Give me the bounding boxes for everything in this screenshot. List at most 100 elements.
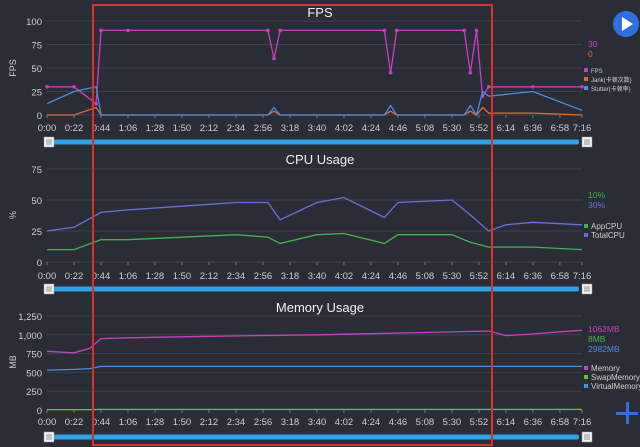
x-tick-label: 5:30 <box>443 417 462 428</box>
x-tick-label: 5:08 <box>416 271 435 282</box>
x-tick-label: 1:06 <box>119 417 138 428</box>
x-tick-label: 3:18 <box>281 271 300 282</box>
x-tick-label: 6:36 <box>524 123 543 134</box>
legend-swatch <box>584 86 588 90</box>
x-tick-label: 3:40 <box>308 123 327 134</box>
series-line <box>46 196 583 232</box>
y-tick-label: 750 <box>26 350 42 361</box>
fps-chart: FPS FPS 0 25 50 75 100 0:00 0:22 0:44 1:06 1:28 1:50… <box>8 5 632 148</box>
y-tick-label: 0 <box>37 111 42 122</box>
data-point <box>462 28 467 33</box>
y-axis-label: % <box>8 211 18 219</box>
legend-entry: FPS <box>591 69 603 75</box>
current-value: 30% <box>588 200 605 210</box>
x-tick-label: 6:14 <box>497 417 516 428</box>
x-tick-label: 1:06 <box>119 271 138 282</box>
data-point <box>266 28 270 33</box>
legend-swatch <box>584 77 588 81</box>
data-point <box>278 28 282 33</box>
play-button[interactable] <box>613 11 639 37</box>
x-tick-label: 5:52 <box>470 123 489 134</box>
x-tick-label: 7:16 <box>573 271 592 282</box>
legend-entry: TotalCPU <box>591 231 625 240</box>
x-tick-label: 2:56 <box>254 123 273 134</box>
y-tick-label: 0 <box>37 406 42 417</box>
time-range-scrollbar[interactable] <box>51 139 579 145</box>
y-tick-label: 50 <box>31 196 42 207</box>
x-tick-label: 4:24 <box>362 417 381 428</box>
mem-chart: Memory Usage MB 0 250 500 750 1,000 1,250 0:00 0:… <box>8 300 640 443</box>
legend-swatch <box>584 224 588 228</box>
data-point <box>580 85 584 89</box>
x-tick-label: 6:36 <box>524 417 543 428</box>
y-tick-label: 25 <box>31 88 42 99</box>
x-tick-label: 3:18 <box>281 123 300 134</box>
x-tick-label: 2:12 <box>200 417 219 428</box>
data-point <box>99 28 103 33</box>
chart-title: Memory Usage <box>276 300 364 315</box>
legend-entry: AppCPU <box>591 222 622 231</box>
x-tick-label: 5:30 <box>443 271 462 282</box>
y-axis-label: MB <box>8 355 18 369</box>
chart-title: FPS <box>307 5 333 20</box>
data-point <box>531 85 535 89</box>
x-tick-label: 1:28 <box>146 417 165 428</box>
legend-swatch <box>584 366 588 370</box>
x-tick-label: 2:34 <box>227 123 246 134</box>
x-tick-label: 1:50 <box>173 271 192 282</box>
x-tick-label: 6:58 <box>551 123 570 134</box>
series-line <box>47 232 583 251</box>
legend-entry: Memory <box>591 364 620 373</box>
data-point <box>468 70 473 75</box>
y-tick-label: 100 <box>26 17 42 28</box>
x-tick-label: 2:56 <box>254 417 273 428</box>
x-tick-label: 6:14 <box>497 271 516 282</box>
y-tick-label: 250 <box>26 387 42 398</box>
time-range-scrollbar[interactable] <box>51 286 579 292</box>
x-tick-label: 5:52 <box>470 271 489 282</box>
x-tick-label: 0:00 <box>38 417 57 428</box>
x-tick-label: 6:58 <box>551 271 570 282</box>
time-range-scrollbar[interactable] <box>51 434 579 440</box>
x-tick-label: 4:02 <box>335 417 354 428</box>
current-value: 30 <box>588 39 598 49</box>
x-tick-label: 3:40 <box>308 417 327 428</box>
series-line <box>47 29 582 105</box>
current-value: 0 <box>588 49 593 59</box>
x-tick-label: 7:16 <box>573 417 592 428</box>
series-line <box>46 329 583 354</box>
x-tick-label: 4:46 <box>389 417 408 428</box>
add-button[interactable] <box>614 400 640 426</box>
series-line <box>46 86 583 117</box>
x-tick-label: 1:50 <box>173 123 192 134</box>
y-tick-label: 25 <box>31 227 42 238</box>
x-tick-label: 3:18 <box>281 417 300 428</box>
current-value: 10% <box>588 190 605 200</box>
x-tick-label: 0:22 <box>65 271 84 282</box>
x-tick-label: 2:12 <box>200 123 219 134</box>
x-tick-label: 0:44 <box>92 123 111 134</box>
x-tick-label: 2:34 <box>227 417 246 428</box>
data-point <box>72 85 76 89</box>
x-tick-label: 0:22 <box>65 417 84 428</box>
y-tick-label: 1,250 <box>18 312 42 323</box>
legend-entry: VirtualMemory <box>591 382 640 391</box>
y-axis-label: FPS <box>8 59 18 77</box>
x-tick-label: 1:28 <box>146 123 165 134</box>
series-line <box>46 365 582 371</box>
x-tick-label: 4:02 <box>335 271 354 282</box>
x-tick-label: 5:08 <box>416 417 435 428</box>
x-tick-label: 0:22 <box>65 123 84 134</box>
data-point <box>474 28 479 33</box>
x-tick-label: 5:30 <box>443 123 462 134</box>
x-tick-label: 1:50 <box>173 417 192 428</box>
x-tick-label: 1:06 <box>119 123 138 134</box>
current-value: 1062MB <box>588 324 620 334</box>
data-point <box>486 85 491 89</box>
current-value: 2982MB <box>588 344 620 354</box>
data-point <box>388 70 393 75</box>
x-tick-label: 4:46 <box>389 271 408 282</box>
data-point <box>394 28 399 33</box>
y-tick-label: 75 <box>31 165 42 176</box>
legend-swatch <box>584 68 588 72</box>
